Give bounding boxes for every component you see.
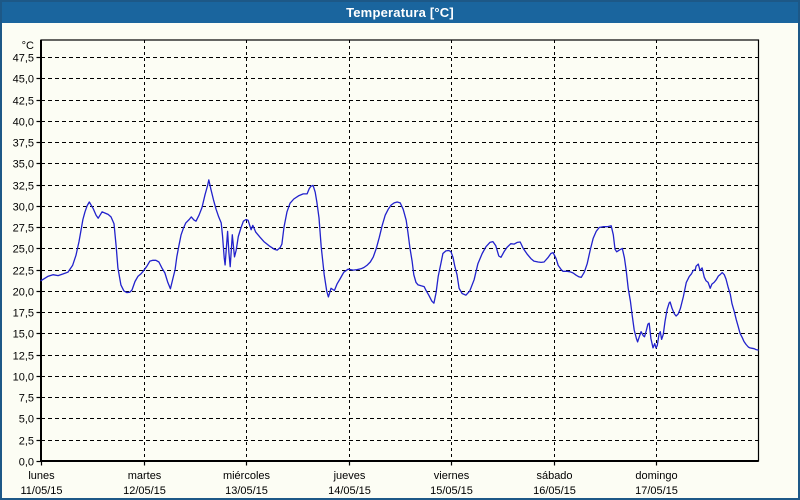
series	[40, 179, 759, 351]
x-date-label: 11/05/15	[20, 485, 62, 497]
y-tick-label: 45,0	[13, 74, 34, 86]
x-date-label: 14/05/15	[328, 485, 371, 497]
x-gridlines	[144, 40, 657, 461]
y-tick-label: 20,0	[13, 287, 34, 299]
x-date-label: 13/05/15	[225, 485, 268, 497]
y-tick-label: 7,5	[19, 393, 34, 405]
x-day-label: domingo	[635, 470, 677, 482]
temperature-series-line	[40, 179, 759, 351]
window-title-bar: Temperatura [°C]	[2, 2, 798, 23]
window-title: Temperatura [°C]	[346, 5, 454, 20]
x-day-label: sábado	[536, 470, 572, 482]
y-axis-unit-label: °C	[22, 40, 34, 52]
temperature-chart: 0,0 2,5 5,0 7,5 10,0 12,5 15,0 17,5 20,0 22,5 25,0…	[13, 39, 760, 497]
y-tick-label: 42,5	[13, 96, 34, 108]
x-day-label: viernes	[434, 470, 470, 482]
x-day-label: martes	[128, 470, 162, 482]
y-tick-label: 12,5	[13, 351, 34, 363]
y-tick-label: 37,5	[13, 138, 34, 150]
y-tick-label: 47,5	[13, 53, 34, 65]
y-tick-label: 5,0	[19, 414, 34, 426]
x-date-label: 17/05/15	[635, 485, 678, 497]
y-tick-label: 10,0	[13, 372, 34, 384]
y-tick-label: 2,5	[19, 436, 34, 448]
y-tick-label: 35,0	[13, 159, 34, 171]
y-tick-label: 17,5	[13, 308, 34, 320]
y-tick-label: 30,0	[13, 202, 34, 214]
x-day-label: miércoles	[223, 470, 271, 482]
y-tick-label: 0,0	[19, 457, 34, 469]
plot-border	[40, 39, 760, 462]
y-tick-label: 25,0	[13, 244, 34, 256]
x-day-label: jueves	[333, 470, 366, 482]
y-tick-label: 40,0	[13, 117, 34, 129]
x-day-label: lunes	[28, 470, 55, 482]
x-date-label: 16/05/15	[533, 485, 576, 497]
x-date-label: 12/05/15	[123, 485, 166, 497]
x-date-label: 15/05/15	[430, 485, 473, 497]
y-axis-labels: 0,0 2,5 5,0 7,5 10,0 12,5 15,0 17,5 20,0 22,5 25,0…	[13, 40, 34, 469]
x-axis-labels: lunes 11/05/15 martes 12/05/15 miércoles 13/0…	[20, 470, 677, 497]
y-tick-label: 22,5	[13, 266, 34, 278]
axis-ticks	[36, 56, 658, 466]
y-gridlines	[41, 57, 759, 441]
y-tick-label: 32,5	[13, 181, 34, 193]
y-tick-label: 27,5	[13, 223, 34, 235]
y-tick-label: 15,0	[13, 329, 34, 341]
